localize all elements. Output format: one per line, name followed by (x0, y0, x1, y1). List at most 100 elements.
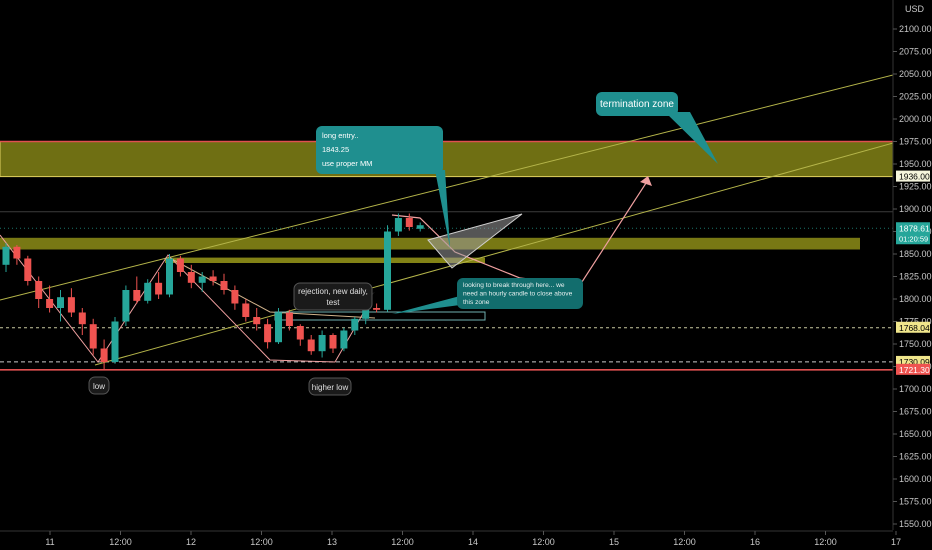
higher-low-label: higher low (308, 377, 352, 396)
candle-body (122, 290, 130, 322)
price-label: 1936.00 (896, 170, 930, 182)
candles (2, 213, 424, 370)
y-tick-label: 2000.00 (899, 114, 932, 124)
candle-body (296, 326, 304, 340)
rejection-callout: rejection, new daily, test (293, 282, 373, 311)
y-tick-label: 1900.00 (899, 204, 932, 214)
candle-body (198, 276, 206, 283)
drawing-lines (0, 74, 894, 371)
candle-body (275, 312, 282, 343)
candle-body (373, 308, 381, 310)
zigzag (0, 234, 373, 363)
y-tick-label: 1825.00 (899, 272, 932, 282)
x-tick-label: 16 (750, 537, 760, 547)
long-entry-callout-line: long entry.. (322, 131, 359, 140)
price-label-text: 1730.09 (899, 357, 930, 367)
rejection-callout-line: rejection, new daily, (298, 287, 368, 296)
long-entry-callout-line: 1843.25 (322, 145, 349, 154)
y-tick-label: 1775.00 (899, 317, 932, 327)
x-tick-label: 14 (468, 537, 478, 547)
candle-body (67, 297, 75, 313)
higher-low-label-line: higher low (312, 383, 349, 392)
y-tick-label: 2075.00 (899, 47, 932, 57)
y-tick-label: 1675.00 (899, 407, 932, 417)
candle-body (35, 281, 43, 299)
low-label: low (88, 376, 110, 395)
candle-body (78, 312, 86, 325)
zone-band (165, 257, 485, 263)
candle-body (100, 348, 108, 362)
candle-body (46, 299, 54, 308)
price-label-text: 1768.04 (899, 323, 930, 333)
y-tick-label: 1625.00 (899, 452, 932, 462)
price-label-bg (896, 355, 930, 367)
price-label-text: 1721.30 (899, 365, 930, 375)
callouts: termination zone long entry.. 1843.25 use p… (88, 92, 718, 396)
candle-body (176, 258, 184, 272)
candle-body (264, 324, 272, 343)
candle-body (416, 225, 424, 229)
candle-body (362, 308, 370, 319)
candle-body (144, 282, 152, 301)
y-tick-label: 1650.00 (899, 429, 932, 439)
termination-callout-bg (596, 92, 678, 116)
termination-callout-line: termination zone (600, 99, 674, 110)
breakthrough-callout-bg (457, 278, 583, 309)
x-tick-label: 12:00 (673, 537, 696, 547)
higher-low-label-bg (308, 377, 352, 396)
candle-body (187, 272, 195, 283)
breakthrough-pointer (392, 296, 460, 314)
price-label-bg (896, 222, 930, 245)
candle-body (351, 318, 359, 331)
candle-body (24, 258, 32, 281)
candle-body (405, 218, 413, 227)
price-axis[interactable]: USD 1550.00 1575.00 1600.00 1625.00 1650.00 1… (892, 0, 932, 550)
candle-body (285, 312, 293, 326)
candle-body (384, 231, 391, 310)
candle-body (231, 290, 239, 304)
x-tick-label: 12 (186, 537, 196, 547)
channel-upper (0, 74, 894, 301)
candle-body (253, 317, 261, 325)
candle-body (89, 324, 97, 349)
currency-label: USD (905, 4, 925, 14)
candle-body (307, 339, 315, 352)
candle-body (242, 303, 250, 317)
time-axis[interactable]: 11 12:00 12 12:00 13 12:00 14 12:00 15 12:00 16 12:… (0, 530, 932, 550)
candle-body (209, 276, 217, 281)
y-tick-label: 1925.00 (899, 182, 932, 192)
rejection-callout-bg (293, 282, 373, 311)
x-tick-label: 12:00 (532, 537, 555, 547)
candle-body (220, 281, 228, 290)
candle-body (155, 282, 163, 295)
breakthrough-callout-line: need an hourly candle to close above (463, 291, 573, 298)
candle-body (166, 258, 173, 295)
y-tick-label: 1575.00 (899, 497, 932, 507)
zone-band (0, 237, 860, 250)
y-tick-label: 2050.00 (899, 69, 932, 79)
pattern-line (169, 257, 376, 319)
x-tick-label: 12:00 (250, 537, 273, 547)
long-entry-pointer (435, 170, 450, 248)
candle-body (111, 321, 119, 362)
price-label: 1768.04 (896, 321, 930, 333)
zones (0, 140, 894, 263)
y-tick-label: 1550.00 (899, 519, 932, 529)
termination-pointer (665, 112, 718, 164)
zone-band (0, 141, 894, 178)
candle-body (318, 335, 326, 352)
projection-arrowhead (640, 176, 652, 186)
price-label-text: 1878.61 (899, 223, 930, 233)
y-tick-label: 2025.00 (899, 92, 932, 102)
long-entry-callout-line: use proper MM (322, 159, 372, 168)
breakthrough-callout-line: looking to break through here... we (463, 282, 565, 289)
long-entry-callout: long entry.. 1843.25 use proper MM (316, 126, 443, 174)
low-label-bg (88, 376, 110, 395)
candle-body (2, 246, 10, 265)
channel-lower (94, 142, 894, 366)
candle-body (57, 297, 64, 308)
candle-body (13, 246, 21, 259)
